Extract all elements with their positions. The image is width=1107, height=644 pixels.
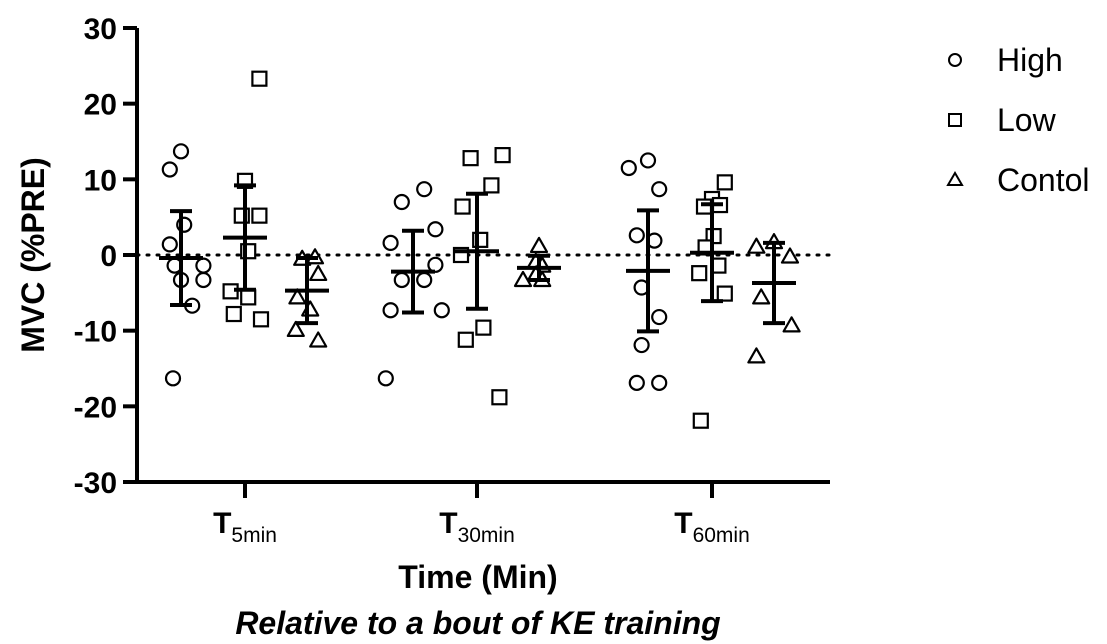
circle-point	[620, 159, 637, 177]
legend-item: Low	[948, 102, 1057, 138]
y-tick-label: -30	[74, 467, 117, 500]
square-point	[454, 198, 471, 215]
labels-group: T5min T30min T60min Time (Min) Relative to a…	[15, 157, 750, 641]
circle-point	[651, 181, 668, 198]
triangle-point	[513, 270, 533, 288]
circle-point	[639, 152, 657, 169]
x-category-label: T5min	[213, 507, 277, 547]
square-point	[251, 207, 268, 224]
square-point	[462, 150, 479, 167]
y-tick-label: -20	[74, 391, 117, 424]
circle-point	[416, 271, 433, 289]
circle-point	[633, 336, 650, 354]
y-tick-label: 30	[84, 13, 117, 46]
x-category-label: T30min	[439, 507, 515, 547]
circle-point	[628, 227, 645, 244]
triangle-point	[309, 264, 328, 282]
y-tick-label: 0	[100, 240, 117, 273]
legend-square-icon	[948, 113, 962, 127]
circle-point	[651, 374, 668, 391]
legend-label: Contol	[997, 162, 1090, 198]
triangle-point	[747, 347, 766, 364]
circle-point	[195, 257, 212, 274]
square-point	[716, 285, 733, 302]
triangle-point	[780, 247, 800, 264]
square-point	[252, 311, 270, 328]
triangle-point	[782, 316, 801, 333]
y-tick-label: -10	[74, 316, 117, 349]
circle-point	[382, 302, 399, 319]
legend-label: High	[997, 42, 1063, 78]
circle-point	[164, 370, 182, 387]
circle-point	[393, 193, 410, 211]
circle-point	[416, 181, 433, 198]
x-category-label: T60min	[674, 507, 750, 547]
circle-point	[427, 256, 444, 273]
y-tick-label: 10	[84, 164, 117, 197]
circle-point	[172, 143, 190, 160]
circle-point	[377, 370, 394, 387]
square-point	[483, 177, 500, 194]
legend-triangle-icon	[946, 171, 964, 186]
circle-point	[433, 302, 450, 319]
legend: High Low Contol	[946, 42, 1090, 198]
triangle-point	[752, 288, 771, 305]
legend-item: High	[948, 42, 1063, 78]
legend-label: Low	[997, 102, 1057, 138]
square-point	[240, 289, 257, 306]
circle-point	[161, 236, 178, 253]
circle-point	[628, 374, 645, 391]
circle-point	[161, 161, 178, 178]
square-point	[475, 319, 492, 336]
square-point	[716, 174, 733, 191]
square-point	[491, 389, 508, 406]
y-tick-label: 20	[84, 89, 117, 122]
triangle-point	[309, 331, 328, 348]
x-axis-subtitle: Relative to a bout of KE training	[235, 605, 720, 641]
circle-point	[427, 221, 444, 238]
square-point	[251, 70, 268, 87]
circle-point	[382, 234, 399, 251]
square-point	[695, 198, 713, 215]
circle-point	[393, 271, 410, 289]
square-point	[494, 147, 511, 164]
square-point	[457, 331, 474, 348]
triangle-point	[747, 237, 766, 254]
error-bars-group	[159, 183, 796, 334]
axes-group: 30 20 10 0 -10 -20 -30	[74, 13, 830, 500]
triangle-point	[529, 236, 549, 254]
triangle-point	[288, 288, 307, 305]
square-point	[692, 412, 709, 429]
circle-point	[651, 308, 668, 326]
y-axis-title: MVC (%PRE)	[15, 157, 51, 353]
square-point	[225, 305, 242, 323]
legend-circle-icon	[948, 53, 962, 67]
circle-point	[195, 271, 212, 289]
data-points-group	[161, 70, 801, 429]
triangle-point	[286, 320, 305, 338]
square-point	[691, 265, 708, 282]
legend-item: Contol	[946, 162, 1090, 198]
x-axis-title: Time (Min)	[398, 559, 557, 595]
